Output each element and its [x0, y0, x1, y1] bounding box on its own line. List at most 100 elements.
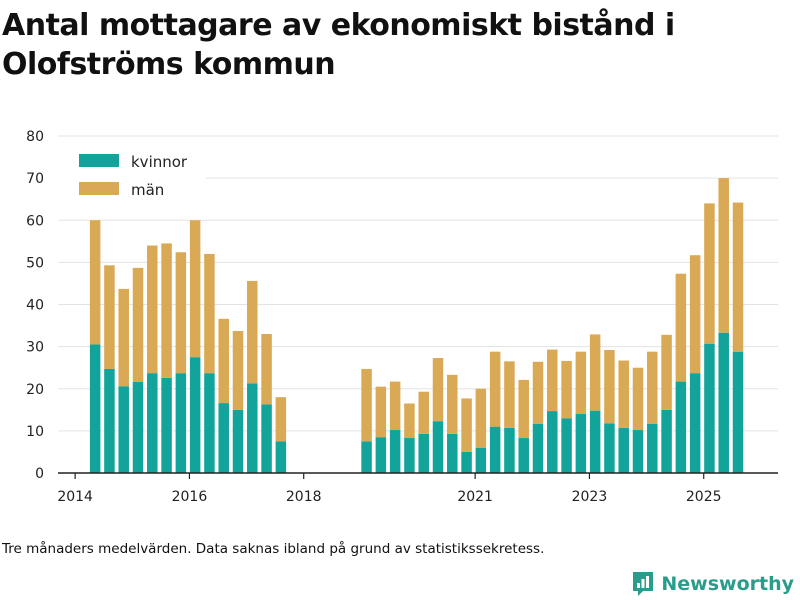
bar-man: [247, 280, 258, 384]
bar-kvinnor: [261, 404, 272, 473]
bar-kvinnor: [661, 409, 672, 473]
bar-man: [204, 253, 215, 374]
bar-man: [532, 361, 544, 424]
bar-man: [618, 360, 629, 428]
y-tick-label: 60: [26, 213, 44, 229]
bar-man: [232, 331, 244, 410]
bar-kvinnor: [432, 421, 444, 473]
bar-kvinnor: [418, 433, 429, 473]
bar-man: [132, 267, 144, 383]
bar-man: [175, 252, 187, 374]
bar-kvinnor: [247, 383, 258, 473]
bar-man: [261, 333, 272, 405]
bar-man: [732, 202, 744, 352]
newsworthy-logo-icon: [633, 572, 654, 596]
bar-kvinnor: [275, 441, 287, 473]
bar-man: [661, 334, 672, 410]
bar-man: [561, 360, 572, 419]
bar-kvinnor: [504, 427, 515, 473]
bar-kvinnor: [489, 426, 501, 473]
y-tick-label: 40: [26, 298, 44, 314]
bar-man: [275, 397, 287, 442]
bar-kvinnor: [189, 357, 201, 473]
bar-man: [447, 374, 458, 434]
bar-kvinnor: [404, 438, 415, 473]
bar-kvinnor: [118, 386, 129, 473]
bar-man: [147, 245, 158, 374]
bar-kvinnor: [718, 332, 729, 473]
bar-kvinnor: [232, 409, 244, 473]
legend-swatch-kvinnor: [79, 154, 119, 167]
y-axis: 0 10 20 30 40 50 60 70 80: [26, 129, 44, 482]
bar-kvinnor: [547, 411, 558, 473]
bar-man: [604, 349, 615, 424]
bar-kvinnor: [689, 373, 701, 473]
bar-kvinnor: [532, 423, 544, 473]
bar-kvinnor: [675, 381, 687, 473]
x-tick-label: 2014: [57, 489, 93, 505]
bar-kvinnor: [589, 410, 601, 473]
bar-kvinnor: [704, 343, 715, 473]
bar-man: [718, 178, 729, 333]
bar-man: [161, 243, 172, 378]
bar-kvinnor: [175, 373, 187, 473]
legend-label-man: män: [131, 181, 164, 199]
bar-man: [432, 357, 444, 422]
x-tick-label: 2018: [286, 489, 322, 505]
bar-man: [389, 381, 401, 431]
y-tick-label: 80: [26, 129, 44, 145]
bar-man: [704, 203, 715, 344]
bar-man: [89, 220, 101, 345]
bar-kvinnor: [389, 430, 401, 473]
bars: [89, 178, 744, 473]
bar-man: [632, 367, 644, 431]
footnote: Tre månaders medelvärden. Data saknas ib…: [2, 541, 545, 557]
brand-name: Newsworthy: [661, 573, 794, 595]
bar-man: [489, 351, 501, 427]
bar-kvinnor: [218, 403, 229, 473]
legend-swatch-man: [79, 182, 119, 195]
bar-kvinnor: [618, 427, 629, 473]
legend: kvinnor män: [56, 144, 206, 206]
bar-kvinnor: [575, 414, 587, 473]
bar-man: [589, 334, 601, 411]
y-tick-label: 30: [26, 340, 44, 356]
bar-kvinnor: [732, 351, 744, 473]
bar-man: [361, 368, 372, 442]
y-tick-label: 20: [26, 382, 44, 398]
bar-man: [404, 403, 415, 439]
y-tick-label: 70: [26, 171, 44, 187]
bar-man: [475, 388, 487, 448]
bar-man: [689, 255, 701, 374]
x-axis: 2014 2016 2018 2021 2023 2025: [57, 473, 722, 505]
bar-man: [575, 351, 587, 415]
bar-kvinnor: [561, 418, 572, 473]
bar-kvinnor: [461, 451, 472, 473]
bar-kvinnor: [647, 423, 658, 473]
bar-man: [189, 220, 201, 358]
bar-kvinnor: [375, 437, 387, 473]
bar-man: [104, 265, 115, 369]
x-tick-label: 2016: [172, 489, 208, 505]
bar-kvinnor: [132, 382, 144, 473]
bar-kvinnor: [147, 373, 158, 473]
bar-man: [461, 398, 472, 452]
bar-man: [218, 318, 229, 404]
bar-kvinnor: [361, 441, 372, 473]
bar-kvinnor: [104, 368, 115, 473]
x-tick-label: 2023: [572, 489, 608, 505]
bar-kvinnor: [161, 377, 172, 473]
bar-kvinnor: [632, 430, 644, 473]
x-tick-label: 2021: [457, 489, 493, 505]
bar-man: [504, 361, 515, 428]
y-tick-label: 10: [26, 424, 44, 440]
bar-kvinnor: [475, 447, 487, 473]
bar-kvinnor: [204, 373, 215, 473]
y-tick-label: 0: [35, 466, 44, 482]
bar-man: [647, 351, 658, 424]
bar-man: [518, 379, 529, 439]
bar-man: [375, 386, 387, 438]
bar-kvinnor: [89, 344, 101, 473]
bar-man: [418, 391, 429, 434]
